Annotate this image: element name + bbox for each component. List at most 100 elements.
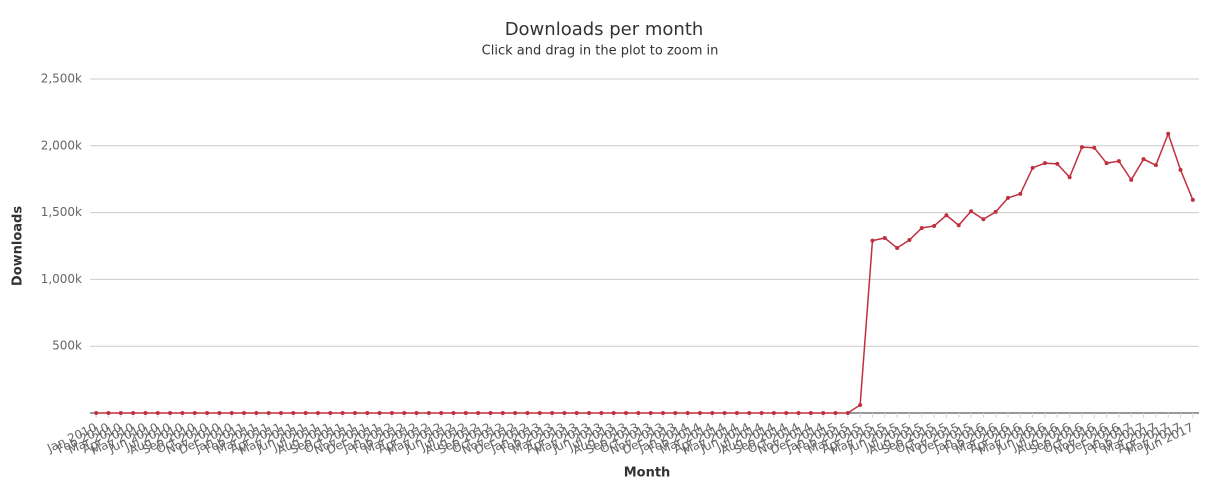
data-point — [180, 411, 185, 415]
data-point — [808, 411, 813, 415]
data-point — [624, 411, 629, 415]
x-axis-title: Month — [624, 466, 671, 481]
data-point — [291, 411, 296, 415]
data-point — [636, 411, 641, 415]
y-tick-label: 1,500k — [41, 205, 82, 219]
data-point — [192, 411, 197, 415]
data-point — [759, 411, 764, 415]
data-point — [858, 402, 863, 407]
data-point — [685, 411, 690, 415]
data-point — [328, 411, 333, 415]
data-point — [1055, 161, 1060, 166]
data-line — [96, 131, 1194, 414]
data-point — [747, 411, 752, 415]
data-point — [821, 411, 826, 415]
data-point — [550, 411, 555, 415]
data-point — [1030, 165, 1035, 170]
data-point — [278, 411, 283, 415]
data-point — [414, 411, 419, 415]
data-point — [562, 411, 567, 415]
data-point — [389, 411, 394, 415]
data-point — [993, 209, 998, 214]
data-point — [315, 411, 320, 415]
data-point — [1129, 177, 1134, 182]
data-point — [1042, 161, 1047, 166]
data-point — [1079, 145, 1084, 150]
data-point — [451, 411, 456, 415]
data-point — [648, 411, 653, 415]
data-point — [303, 411, 308, 415]
data-point — [956, 223, 961, 228]
data-point — [106, 411, 111, 415]
data-point — [254, 411, 259, 415]
data-point — [599, 411, 604, 415]
data-point — [242, 411, 247, 415]
y-tick-label: 500k — [52, 339, 82, 353]
chart-subtitle: Click and drag in the plot to zoom in — [482, 44, 719, 59]
data-point — [784, 411, 789, 415]
data-point — [1092, 145, 1097, 150]
data-point — [722, 411, 727, 415]
data-point — [155, 411, 160, 415]
data-point — [771, 411, 776, 415]
y-tick-label: 2,000k — [41, 138, 82, 152]
data-point — [229, 411, 234, 415]
data-point — [1018, 191, 1023, 196]
data-point — [168, 411, 173, 415]
y-axis-title: Downloads — [11, 206, 26, 286]
data-point — [1104, 161, 1109, 166]
data-point — [845, 411, 850, 415]
data-point — [611, 411, 616, 415]
data-point — [1190, 197, 1195, 202]
data-point — [895, 246, 900, 251]
data-point — [525, 411, 530, 415]
data-point — [587, 411, 592, 415]
data-point — [94, 411, 99, 415]
data-point — [660, 411, 665, 415]
data-point — [266, 411, 271, 415]
data-point — [143, 411, 148, 415]
data-point — [944, 213, 949, 218]
data-point — [796, 411, 801, 415]
data-point — [537, 411, 542, 415]
data-point — [402, 411, 407, 415]
data-point — [870, 238, 875, 243]
data-point — [710, 411, 715, 415]
data-point — [340, 411, 345, 415]
data-point — [969, 209, 974, 214]
data-point — [882, 235, 887, 240]
data-point — [352, 411, 357, 415]
data-point — [131, 411, 136, 415]
data-point — [1153, 163, 1158, 168]
data-point — [1166, 131, 1171, 136]
data-point — [205, 411, 210, 415]
data-point — [118, 411, 123, 415]
data-point — [1116, 159, 1121, 164]
data-point — [500, 411, 505, 415]
data-point — [217, 411, 222, 415]
data-point — [1067, 175, 1072, 180]
data-point — [833, 411, 838, 415]
data-point — [513, 411, 518, 415]
data-point — [697, 411, 702, 415]
data-point — [463, 411, 468, 415]
chart-title: Downloads per month — [505, 19, 704, 40]
data-point — [377, 411, 382, 415]
data-point — [365, 411, 370, 415]
data-point — [919, 225, 924, 230]
data-point — [574, 411, 579, 415]
y-tick-label: 2,500k — [41, 72, 82, 86]
data-point — [907, 237, 912, 242]
data-point — [488, 411, 493, 415]
data-point — [673, 411, 678, 415]
data-point — [426, 411, 431, 415]
data-point — [439, 411, 444, 415]
data-point — [1006, 195, 1011, 200]
data-point — [932, 223, 937, 228]
data-point — [476, 411, 481, 415]
data-point — [734, 411, 739, 415]
data-point — [981, 217, 986, 222]
data-point — [1141, 157, 1146, 162]
data-point — [1178, 167, 1183, 172]
